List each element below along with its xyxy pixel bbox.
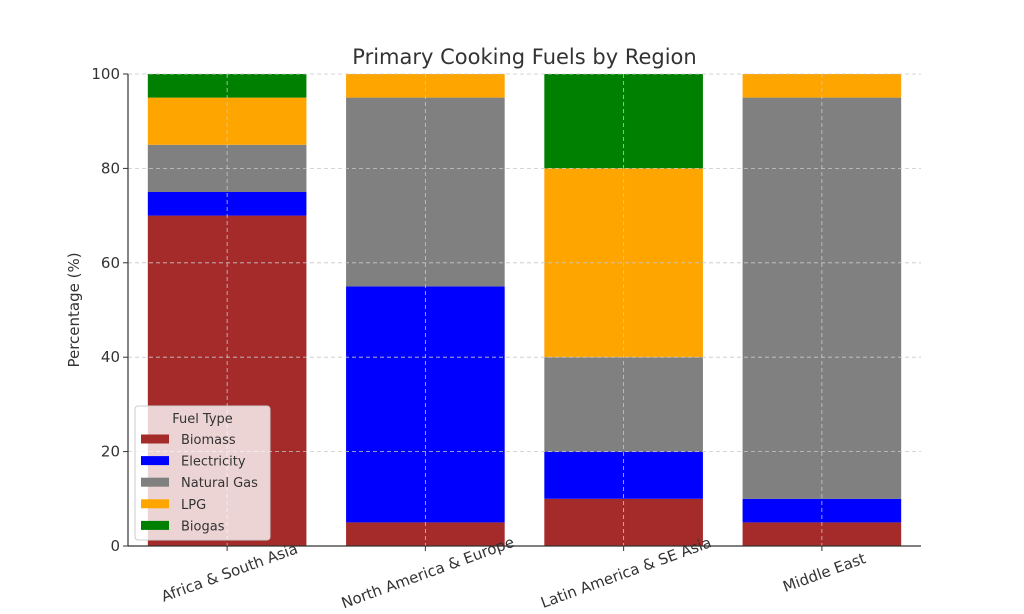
y-axis-label: Percentage (%): [65, 252, 83, 367]
legend-label-biomass: Biomass: [181, 433, 236, 448]
x-tick-label: Africa & South Asia: [159, 540, 300, 606]
legend-swatch-lpg: [141, 499, 169, 509]
legend-swatch-electricity: [141, 456, 169, 466]
axes: [127, 74, 921, 547]
legend-swatch-natural-gas: [141, 477, 169, 487]
y-ticks: 0 20 40 60 80 100: [91, 65, 128, 555]
bar-biogas-africa-south-asia: [147, 74, 307, 98]
bar-natural-gas-north-america-europe: [346, 97, 505, 287]
bar-biomass-middle-east: [742, 522, 902, 546]
y-tick-label: 0: [110, 537, 120, 555]
y-tick-label: 60: [101, 254, 120, 272]
legend-swatch-biomass: [141, 434, 169, 444]
bars: [147, 74, 902, 546]
y-tick-label: 100: [91, 65, 120, 83]
bar-biomass-north-america-europe: [346, 522, 505, 546]
legend-title: Fuel Type: [172, 412, 233, 427]
legend-label-electricity: Electricity: [181, 455, 246, 470]
legend-swatch-biogas: [141, 520, 169, 530]
x-tick-label: Middle East: [780, 549, 868, 596]
legend-label-natural-gas: Natural Gas: [181, 476, 258, 491]
bar-lpg-middle-east: [742, 74, 902, 98]
y-tick-label: 40: [101, 348, 120, 366]
bar-lpg-north-america-europe: [346, 74, 505, 98]
y-tick-label: 80: [101, 159, 120, 177]
y-tick-label: 20: [101, 443, 120, 461]
legend-label-biogas: Biogas: [181, 519, 225, 534]
legend-label-lpg: LPG: [181, 498, 206, 513]
chart-title: Primary Cooking Fuels by Region: [352, 45, 696, 69]
legend: Fuel Type Biomass Electricity Natural Gas L…: [134, 405, 271, 541]
